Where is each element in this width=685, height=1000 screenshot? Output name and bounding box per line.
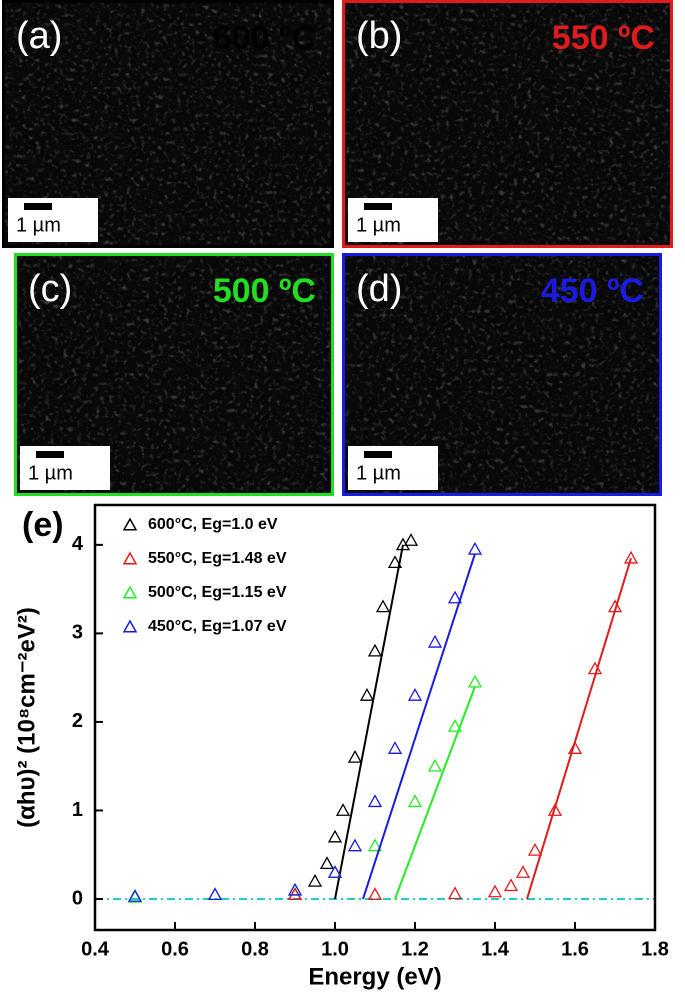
legend-label: 550°C, Eg=1.48 eV (148, 550, 287, 567)
panel-border (2, 0, 334, 248)
data-point (287, 887, 303, 901)
x-tick-label: 1.2 (401, 938, 429, 960)
legend-marker (122, 619, 138, 633)
y-tick-label: 3 (72, 622, 83, 644)
data-point (515, 865, 531, 878)
data-point (427, 758, 443, 772)
legend-marker (122, 585, 138, 599)
data-point (287, 882, 303, 896)
scale-bar (364, 451, 392, 458)
panel-label: (b) (356, 15, 402, 57)
data-point (467, 541, 483, 555)
data-point (367, 643, 383, 657)
temperature-label: 550 ºC (552, 19, 655, 57)
legend-marker (122, 551, 138, 565)
data-point (367, 838, 383, 852)
y-tick-label: 2 (72, 710, 83, 732)
panel-label: (c) (28, 268, 72, 310)
scale-bar-box (348, 446, 438, 490)
data-point (407, 794, 423, 808)
temperature-label: 450 ºC (541, 272, 644, 310)
fit-line (362, 553, 476, 900)
fit-line (394, 686, 476, 900)
data-point (447, 886, 463, 900)
legend-marker (122, 517, 138, 531)
scale-bar-box (348, 198, 438, 242)
x-axis-label: Energy (eV) (308, 963, 441, 990)
legend-label: 450°C, Eg=1.07 eV (148, 618, 287, 635)
scale-bar-label: 1 µm (28, 462, 73, 484)
y-tick-label: 0 (72, 887, 83, 909)
data-point (427, 634, 443, 648)
data-point (387, 741, 403, 754)
data-point (367, 887, 383, 901)
x-tick-label: 1.4 (481, 938, 510, 960)
x-tick-label: 0.8 (241, 938, 269, 960)
data-point (547, 803, 563, 816)
scale-bar (364, 203, 392, 210)
plot-frame (93, 503, 657, 932)
scale-bar-label: 1 µm (16, 214, 61, 236)
panel-label: (a) (16, 15, 62, 57)
data-point (403, 533, 419, 546)
fit-line (334, 544, 404, 900)
data-point (335, 803, 351, 816)
data-point (319, 856, 335, 870)
panel-label: (d) (356, 268, 402, 310)
x-tick-label: 0.4 (81, 938, 110, 960)
panel-border (342, 0, 673, 248)
data-point (503, 878, 519, 892)
data-point (327, 829, 343, 843)
data-point (527, 842, 543, 856)
x-tick-label: 1.8 (641, 938, 669, 960)
legend-label: 500°C, Eg=1.15 eV (148, 584, 287, 601)
x-tick-label: 0.6 (161, 938, 189, 960)
y-axis-label: (αhυ)² (10⁸cm⁻²eV²) (13, 607, 40, 828)
temperature-label: 600 ºC (213, 19, 316, 57)
data-point (387, 555, 403, 569)
data-point (623, 550, 639, 564)
scale-bar-label: 1 µm (356, 214, 401, 236)
data-point (327, 865, 343, 878)
y-tick-label: 1 (72, 799, 83, 821)
legend-label: 600°C, Eg=1.0 eV (148, 516, 278, 533)
scale-bar-box (8, 198, 98, 242)
data-point (207, 887, 223, 901)
data-point (307, 873, 323, 887)
temperature-label: 500 ºC (213, 272, 316, 310)
data-point (287, 887, 303, 901)
panel-border (342, 253, 662, 496)
y-tick-label: 4 (72, 533, 84, 555)
x-tick-label: 1.0 (321, 938, 349, 960)
x-tick-label: 1.6 (561, 938, 589, 960)
data-point (367, 794, 383, 808)
scale-bar (24, 203, 52, 210)
data-point (127, 889, 143, 902)
data-point (375, 599, 391, 613)
data-point (467, 674, 483, 688)
data-point (347, 838, 363, 852)
panel-label: (e) (22, 506, 64, 544)
fit-line (526, 557, 632, 900)
scale-bar-box (20, 446, 110, 490)
data-point (347, 750, 363, 763)
scale-bar-label: 1 µm (356, 462, 401, 484)
data-point (407, 688, 423, 701)
data-point (487, 884, 503, 898)
scale-bar (36, 451, 64, 458)
data-point (447, 590, 463, 604)
panel-border (14, 253, 334, 496)
data-point (359, 688, 375, 701)
data-point (447, 719, 463, 732)
data-point (567, 741, 583, 754)
data-point (207, 887, 223, 901)
